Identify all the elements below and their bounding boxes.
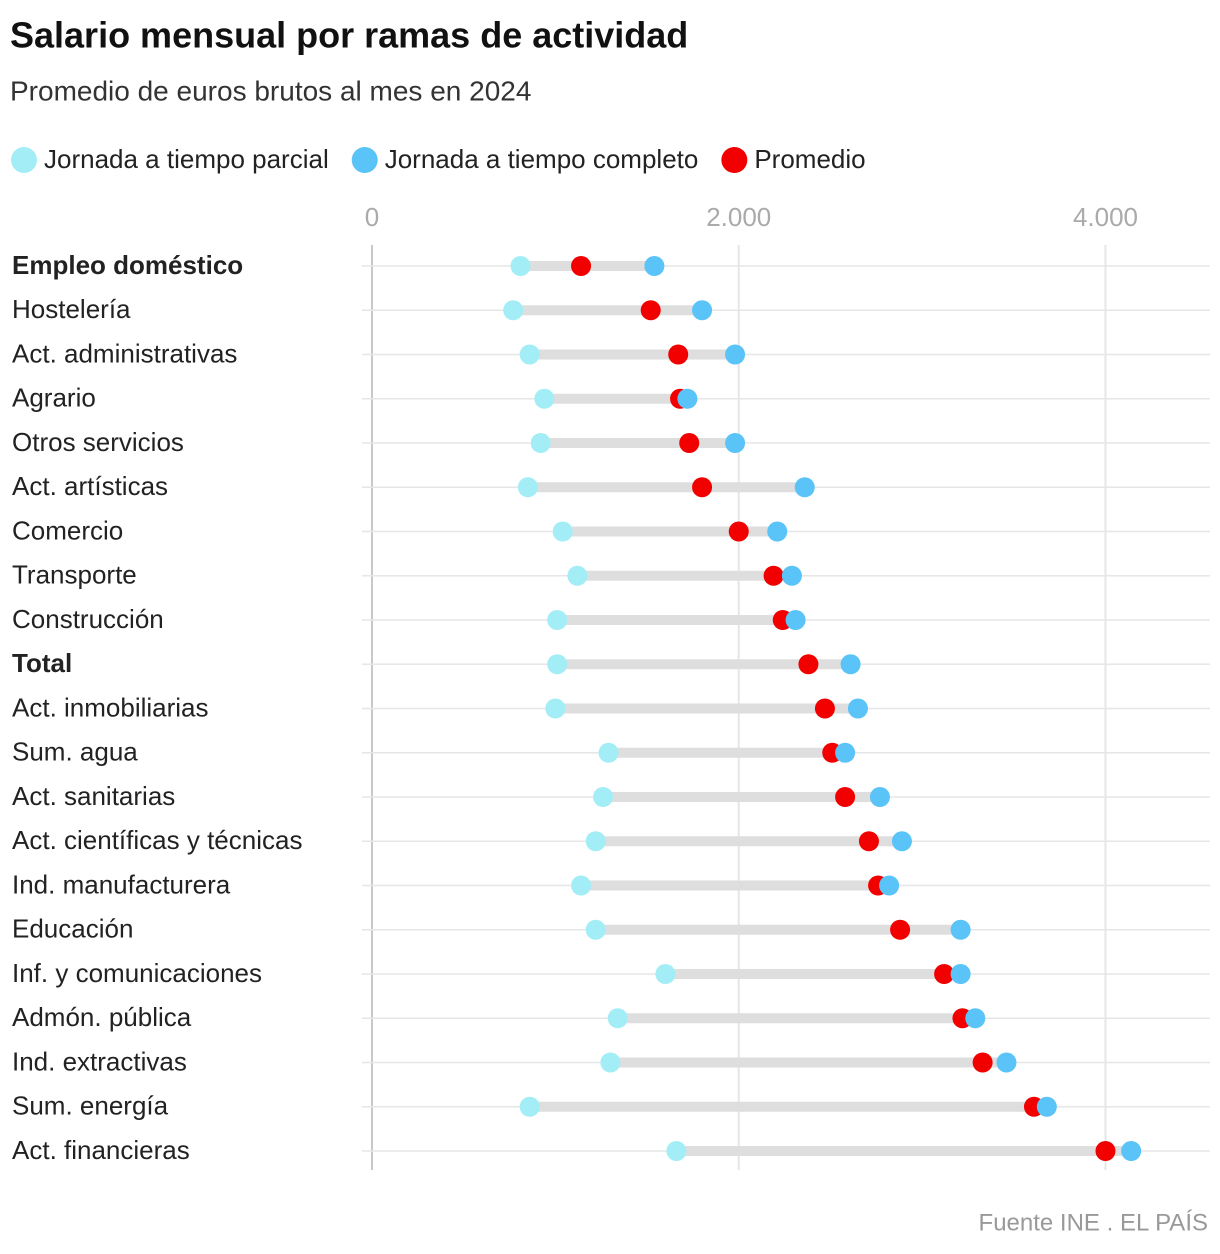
dot [547,654,568,675]
dot [585,831,606,852]
legend-marker [351,147,378,173]
dot [840,654,861,675]
dot [869,787,890,807]
category-label: Act. financieras [12,1135,190,1165]
dot [814,698,835,719]
x-tick-label: 0 [365,202,379,232]
dot [767,521,788,542]
legend-label: Jornada a tiempo parcial [44,144,329,174]
dot [1036,1096,1057,1117]
category-label: Total [12,648,72,678]
category-label: Act. administrativas [12,338,237,368]
dot [600,1052,621,1073]
dot [567,565,588,586]
dot [679,433,700,453]
dot [534,388,555,409]
dot [545,698,566,719]
category-label: Act. artísticas [12,471,168,501]
dot [781,565,802,586]
category-label: Act. inmobiliarias [12,692,209,722]
dot [996,1052,1017,1073]
dot [835,787,856,807]
dot [503,300,524,321]
dot [965,1008,986,1029]
dot [692,477,713,498]
dot [519,1096,540,1117]
dot [858,831,879,852]
dot [950,919,971,940]
dot [950,964,971,984]
dot [725,344,746,365]
dot [547,610,568,630]
category-label: Sum. agua [12,737,138,767]
dot [677,388,698,409]
dot [510,256,531,276]
dot [890,919,911,940]
category-label: Educación [12,914,133,944]
dot [666,1141,687,1161]
dot [530,433,551,453]
dot [847,698,868,719]
dot [794,477,815,498]
dot [519,344,540,365]
category-label: Sum. energía [12,1091,169,1121]
dot [891,831,912,852]
dot [517,477,538,498]
category-label: Act. sanitarias [12,781,175,811]
dot [798,654,819,675]
x-tick-label: 4.000 [1073,202,1138,232]
category-label: Construcción [12,604,164,634]
dot [934,964,955,984]
category-label: Inf. y comunicaciones [12,958,262,988]
legend-marker [11,147,37,173]
dot [725,433,746,453]
category-label: Agrario [12,383,96,413]
dot [644,256,665,276]
legend-marker [721,147,748,173]
category-label: Admón. pública [12,1002,192,1032]
dot [571,256,592,276]
x-tick-label: 2.000 [706,202,771,232]
category-label: Act. científicas y técnicas [12,825,302,855]
dot [607,1008,628,1029]
category-label: Ind. extractivas [12,1046,187,1076]
dot [692,300,713,321]
category-label: Hostelería [12,294,131,324]
dot [640,300,661,321]
dot [1095,1141,1116,1161]
dot [552,521,573,542]
source: Fuente INE . EL PAÍS [979,1209,1208,1236]
legend-label: Jornada a tiempo completo [385,144,699,174]
category-label: Otros servicios [12,427,184,457]
dot [585,919,606,940]
chart-subtitle: Promedio de euros brutos al mes en 2024 [10,75,531,106]
dot [1121,1141,1142,1161]
dot [835,742,856,763]
chart-title: Salario mensual por ramas de actividad [10,15,688,56]
dot [763,565,784,586]
dot [728,521,749,542]
legend-label: Promedio [754,144,865,174]
dot [598,742,619,763]
dot [668,344,689,365]
category-label: Comercio [12,515,123,545]
category-label: Transporte [12,560,137,590]
dot [972,1052,993,1073]
dot [571,875,592,896]
dot [655,964,676,984]
category-label: Ind. manufacturera [12,869,231,899]
category-label: Empleo doméstico [12,250,243,280]
dot [785,610,806,630]
dot [879,875,900,896]
dot [593,787,614,807]
